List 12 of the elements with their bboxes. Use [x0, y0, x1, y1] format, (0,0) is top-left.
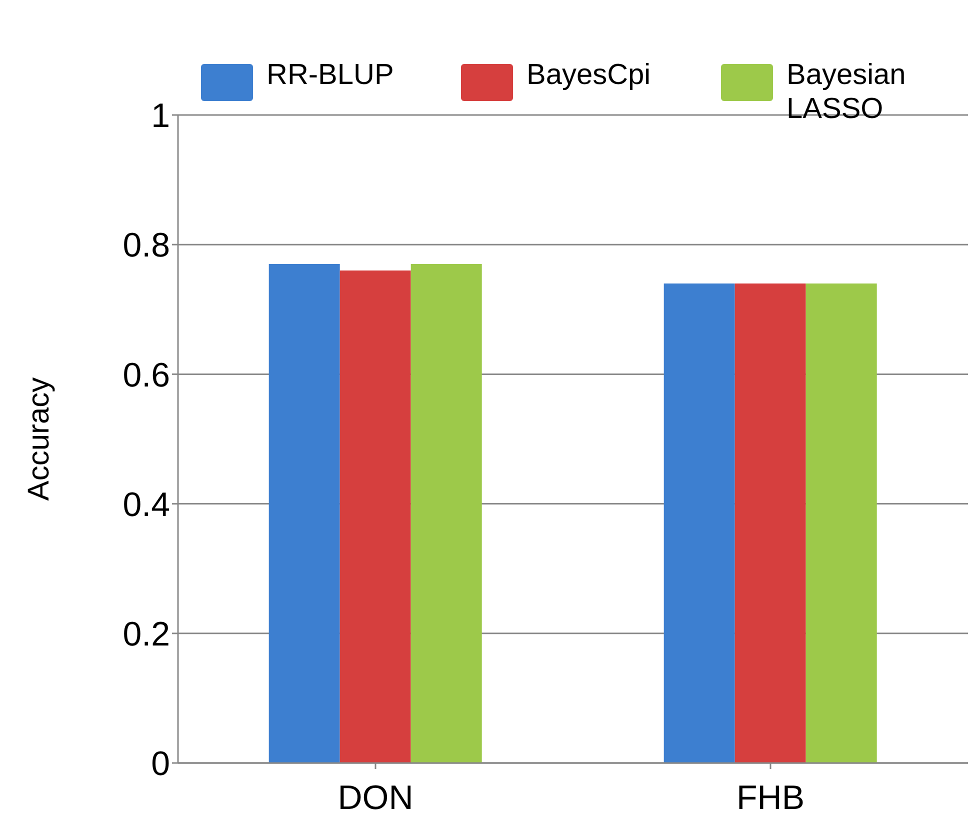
y-tick-label: 0.2 [122, 615, 170, 654]
legend-label: BayesCpi [526, 58, 652, 92]
legend-label: Bayesian LASSO [786, 58, 907, 126]
x-tick-label: DON [338, 779, 414, 818]
y-axis-title: Accuracy [22, 377, 56, 501]
y-tick-label: 1 [151, 97, 170, 136]
y-tick-label: 0.4 [122, 486, 170, 524]
x-tick-label: FHB [736, 779, 804, 818]
y-tick-label: 0.8 [122, 226, 170, 265]
legend-label: RR-BLUP [266, 58, 395, 92]
y-tick-label: 0.6 [122, 356, 170, 394]
y-tick-label: 0 [151, 745, 170, 784]
